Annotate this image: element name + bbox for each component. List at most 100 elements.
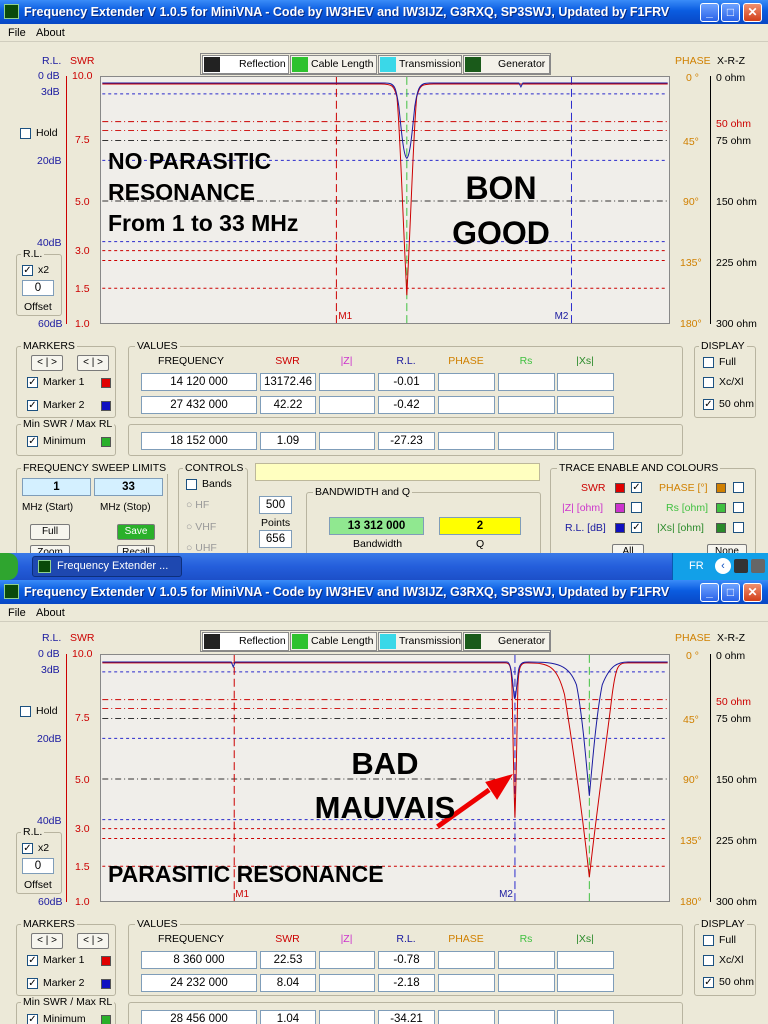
marker1-xs [557,373,614,391]
trace-z-color[interactable] [615,503,625,513]
swr-axis-header: SWR [70,55,95,67]
points-label: Points [261,517,291,529]
ohm50-checkbox[interactable]: ✓ [703,399,714,410]
trace-rl-checkbox[interactable]: ✓ [631,522,642,533]
marker2-checkbox[interactable]: ✓ [27,978,38,989]
vhf-radio[interactable]: ○ VHF [186,521,217,533]
menu-about[interactable]: About [36,27,65,39]
offset-input[interactable]: 0 [22,858,54,874]
col-z: |Z| [340,355,353,367]
marker2-checkbox[interactable]: ✓ [27,400,38,411]
marker1-checkbox[interactable]: ✓ [27,955,38,966]
marker2-rl: -0.42 [378,396,435,414]
marker1-step-buttons[interactable]: < | > [31,355,63,371]
xcxl-checkbox[interactable] [703,955,714,966]
trace-rs-checkbox[interactable] [733,502,744,513]
minimum-checkbox[interactable]: ✓ [27,1014,38,1024]
offset-input[interactable]: 0 [22,280,54,296]
marker2-z [319,974,375,992]
tab-generator[interactable]: Generator [463,632,550,651]
marker2-color[interactable] [101,979,111,989]
x2-checkbox[interactable]: ✓ [22,843,33,854]
xcxl-label: Xc/Xl [719,954,744,966]
trace-phase-checkbox[interactable] [733,482,744,493]
col-xs: |Xs| [576,933,594,945]
cable-icon [292,634,308,649]
hold-label: Hold [36,127,58,139]
display-group: DISPLAY [694,918,756,996]
hold-checkbox[interactable] [20,706,31,717]
all-traces-button[interactable]: All [612,544,644,553]
tab-generator[interactable]: Generator [463,55,550,74]
ohm50-checkbox[interactable]: ✓ [703,977,714,988]
tab-transmission[interactable]: Transmission [378,55,462,74]
minimum-color[interactable] [101,437,111,447]
trace-rl-color[interactable] [615,523,625,533]
tab-reflection[interactable]: Reflection [202,55,289,74]
minimum-color[interactable] [101,1015,111,1024]
minimum-phase [438,1010,495,1024]
xcxl-checkbox[interactable] [703,377,714,388]
maximize-button[interactable]: □ [721,3,740,22]
marker1-color[interactable] [101,956,111,966]
minimize-button[interactable]: _ [700,583,719,602]
trace-xs-checkbox[interactable] [733,522,744,533]
marker1-color[interactable] [101,378,111,388]
menu-about[interactable]: About [36,607,65,619]
no-traces-button[interactable]: None [707,544,747,553]
menu-file[interactable]: File [8,607,26,619]
sweep-start-input[interactable]: 1 [22,478,91,496]
trace-xs-color[interactable] [716,523,726,533]
back-arrow-icon[interactable]: ‹ [715,558,731,574]
zoom-button[interactable]: Zoom [30,545,70,553]
marker2-step-buttons[interactable]: < | > [77,355,109,371]
col-frequency: FREQUENCY [158,355,224,367]
swr-tick: 1.5 [75,283,90,295]
tab-reflection[interactable]: Reflection [202,632,289,651]
marker2-step-buttons[interactable]: < | > [77,933,109,949]
svg-text:M1: M1 [338,311,352,322]
network-icon[interactable] [734,559,748,573]
trace-swr-checkbox[interactable]: ✓ [631,482,642,493]
language-indicator[interactable]: FR [689,560,704,572]
start-button[interactable] [0,553,18,580]
taskbar-app-button[interactable]: Frequency Extender ... [32,556,182,577]
tab-cable-length[interactable]: Cable Length [290,55,377,74]
transmission-icon [380,57,396,72]
save-button[interactable]: Save [117,524,155,540]
points-input[interactable]: 500 [259,496,292,514]
marker1-checkbox[interactable]: ✓ [27,377,38,388]
swr-tick: 1.0 [75,896,90,908]
full-display-checkbox[interactable] [703,357,714,368]
overlay-bad-text: BAD MAUVAIS [314,746,456,825]
full-sweep-button[interactable]: Full [30,524,70,540]
reflection-icon [204,57,220,72]
uhf-radio[interactable]: ○ UHF [186,542,217,553]
tray-app-icon[interactable] [751,559,765,573]
swr-tick: 3.0 [75,245,90,257]
close-button[interactable]: ✕ [743,3,762,22]
close-button[interactable]: ✕ [743,583,762,602]
marker2-color[interactable] [101,401,111,411]
marker1-step-buttons[interactable]: < | > [31,933,63,949]
trace-phase-color[interactable] [716,483,726,493]
trace-swr-color[interactable] [615,483,625,493]
phase-tick: 135° [680,835,702,847]
x2-checkbox[interactable]: ✓ [22,265,33,276]
phase-axis-header: PHASE [675,632,711,644]
hold-checkbox[interactable] [20,128,31,139]
trace-z-checkbox[interactable] [631,502,642,513]
trace-rs-color[interactable] [716,503,726,513]
hf-radio[interactable]: ○ HF [186,499,210,511]
sweep-stop-input[interactable]: 33 [94,478,163,496]
recall-button[interactable]: Recall [117,545,155,553]
minimize-button[interactable]: _ [700,3,719,22]
tab-transmission[interactable]: Transmission [378,632,462,651]
menu-file[interactable]: File [8,27,26,39]
bands-checkbox[interactable] [186,479,197,490]
swr-tick: 7.5 [75,134,90,146]
maximize-button[interactable]: □ [721,583,740,602]
full-display-checkbox[interactable] [703,935,714,946]
tab-cable-length[interactable]: Cable Length [290,632,377,651]
minimum-checkbox[interactable]: ✓ [27,436,38,447]
